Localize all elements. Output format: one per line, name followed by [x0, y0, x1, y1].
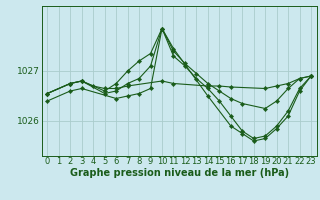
X-axis label: Graphe pression niveau de la mer (hPa): Graphe pression niveau de la mer (hPa): [70, 168, 289, 178]
